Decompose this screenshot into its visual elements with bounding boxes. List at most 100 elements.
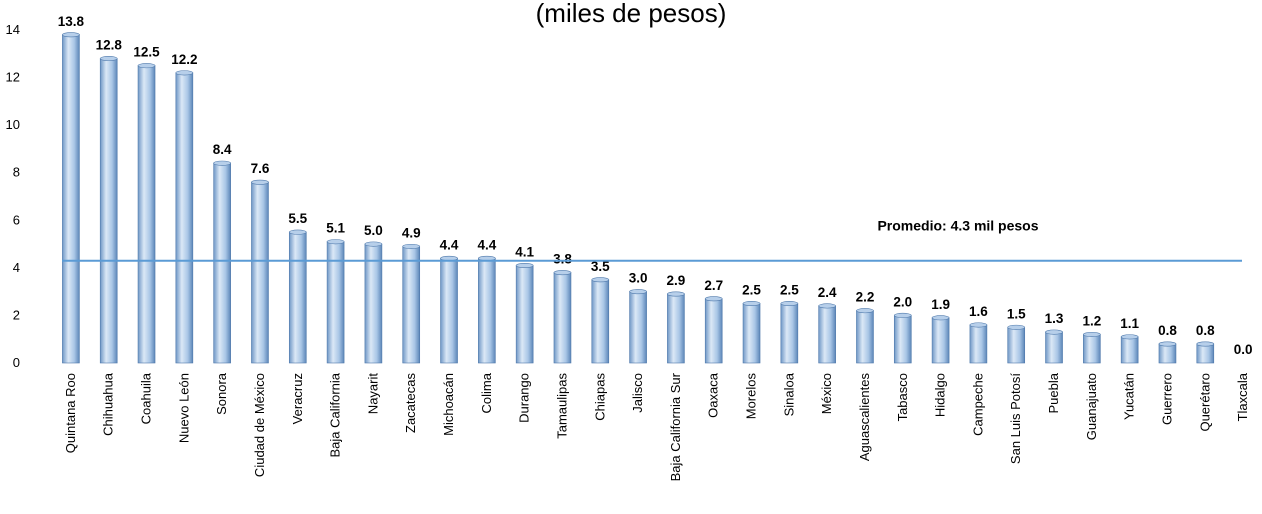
data-label: 0.8 bbox=[1158, 323, 1177, 338]
category-label: Guerrero bbox=[1159, 373, 1174, 425]
bar-top bbox=[364, 241, 383, 247]
bar-top bbox=[818, 303, 836, 309]
bar-top bbox=[326, 239, 345, 245]
bar bbox=[742, 303, 761, 364]
category-label: Tabasco bbox=[895, 373, 910, 421]
category-label: Durango bbox=[517, 373, 532, 423]
category-label: Zacatecas bbox=[403, 373, 418, 433]
bar-top bbox=[1045, 329, 1063, 335]
data-label: 5.5 bbox=[288, 211, 307, 226]
category-label: Ciudad de México bbox=[252, 373, 267, 477]
category-label: Veracruz bbox=[290, 373, 305, 424]
y-tick-label: 10 bbox=[6, 117, 20, 132]
category-label: Puebla bbox=[1046, 372, 1061, 413]
bar-top bbox=[931, 315, 950, 321]
bar-top bbox=[1007, 324, 1026, 330]
data-label: 2.5 bbox=[742, 283, 761, 298]
data-label: 2.0 bbox=[893, 294, 912, 309]
bar bbox=[440, 258, 458, 364]
data-label: 4.9 bbox=[402, 225, 421, 240]
bar-top bbox=[213, 160, 231, 166]
bar-top bbox=[99, 56, 118, 62]
category-label: Colima bbox=[479, 372, 494, 413]
category-label: Coahuila bbox=[139, 372, 154, 424]
bar-top bbox=[515, 262, 534, 268]
data-label: 5.1 bbox=[326, 221, 345, 236]
bar bbox=[515, 265, 534, 364]
data-label: 1.1 bbox=[1120, 316, 1139, 331]
category-label: Chiapas bbox=[592, 373, 607, 421]
category-label: Yucatán bbox=[1122, 373, 1137, 420]
bar-top bbox=[553, 270, 572, 276]
bar bbox=[478, 258, 496, 364]
data-label: 12.8 bbox=[96, 38, 123, 53]
bar bbox=[137, 65, 156, 364]
data-label: 13.8 bbox=[58, 14, 85, 29]
bar bbox=[402, 246, 421, 364]
bar-top bbox=[856, 308, 874, 314]
bar-top bbox=[137, 63, 156, 69]
data-label: 2.9 bbox=[667, 273, 686, 288]
bar bbox=[591, 279, 610, 364]
y-tick-label: 12 bbox=[6, 70, 20, 85]
data-label: 1.5 bbox=[1007, 306, 1026, 321]
data-label: 12.2 bbox=[171, 52, 197, 67]
category-label: México bbox=[819, 373, 834, 414]
bar bbox=[704, 298, 723, 364]
bar bbox=[1120, 336, 1139, 364]
bar-top bbox=[1158, 341, 1177, 347]
category-label: Baja California Sur bbox=[668, 372, 683, 481]
category-label: Aguascalientes bbox=[857, 373, 872, 462]
category-label: Guanajuato bbox=[1084, 373, 1099, 440]
category-label: Chihuahua bbox=[101, 372, 116, 436]
data-label: 3.5 bbox=[591, 259, 610, 274]
bar bbox=[1196, 343, 1215, 364]
bar-top bbox=[1083, 331, 1101, 337]
category-label: Tamaulipas bbox=[554, 373, 569, 439]
bar-top bbox=[969, 322, 988, 328]
bar-top bbox=[62, 32, 80, 38]
category-label: Quintana Roo bbox=[63, 373, 78, 453]
data-label: 2.7 bbox=[704, 278, 723, 293]
data-label: 3.0 bbox=[629, 271, 648, 286]
bar bbox=[175, 72, 194, 364]
bar bbox=[364, 243, 383, 364]
data-label: 2.4 bbox=[818, 285, 837, 300]
y-tick-label: 6 bbox=[13, 212, 20, 227]
average-label: Promedio: 4.3 mil pesos bbox=[877, 218, 1038, 234]
bar bbox=[1083, 334, 1101, 364]
y-tick-label: 14 bbox=[6, 22, 20, 37]
bar-top bbox=[1120, 334, 1139, 340]
category-label: Baja California bbox=[328, 372, 343, 457]
data-label: 1.2 bbox=[1082, 313, 1101, 328]
data-label: 4.1 bbox=[515, 244, 534, 259]
data-label: 5.0 bbox=[364, 223, 383, 238]
bar bbox=[856, 310, 874, 364]
category-label: Querétaro bbox=[1197, 373, 1212, 432]
bar bbox=[969, 324, 988, 364]
bar bbox=[893, 315, 912, 364]
category-label: Jalisco bbox=[630, 373, 645, 413]
category-label: Hidalgo bbox=[933, 373, 948, 417]
bar bbox=[288, 231, 307, 364]
category-label: Oaxaca bbox=[706, 372, 721, 418]
category-label: Sinaloa bbox=[781, 372, 796, 416]
category-label: Nayarit bbox=[365, 373, 380, 415]
y-tick-label: 0 bbox=[13, 355, 20, 370]
bar bbox=[99, 58, 118, 364]
bar bbox=[629, 291, 647, 364]
bar-top bbox=[893, 312, 912, 318]
bar bbox=[818, 305, 836, 364]
bar-top bbox=[742, 301, 761, 307]
data-label: 8.4 bbox=[213, 142, 232, 157]
bar bbox=[931, 317, 950, 364]
category-label: Morelos bbox=[744, 373, 759, 420]
data-label: 4.4 bbox=[440, 237, 459, 252]
bar bbox=[1007, 327, 1026, 364]
bar-top bbox=[667, 291, 685, 297]
category-label: Tlaxcala bbox=[1235, 372, 1250, 421]
data-label: 0.0 bbox=[1234, 342, 1253, 357]
chart-title: (miles de pesos) bbox=[536, 0, 727, 28]
bar-top bbox=[288, 229, 307, 235]
data-label: 4.4 bbox=[477, 237, 496, 252]
